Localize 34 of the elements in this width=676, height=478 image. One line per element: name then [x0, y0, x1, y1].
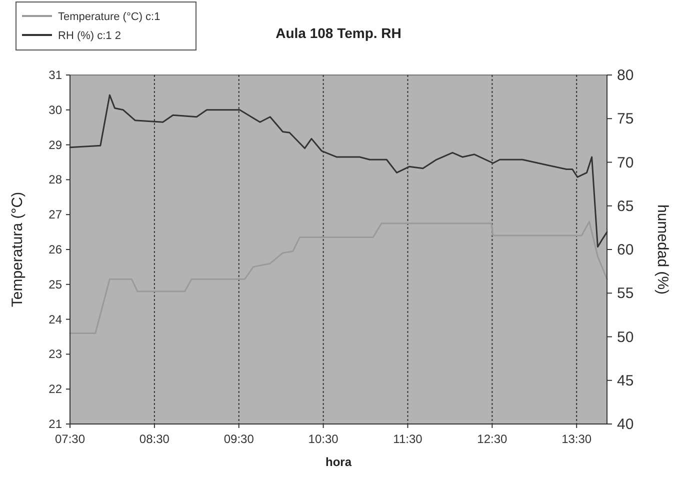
- x-tick-label: 09:30: [224, 432, 254, 446]
- y-tick-label: 30: [48, 102, 62, 117]
- y-tick-label: 27: [48, 208, 62, 222]
- y-tick-label: 29: [48, 138, 62, 152]
- y2-tick-label: 75: [617, 110, 634, 128]
- legend-label: RH (%) c:1 2: [58, 30, 121, 42]
- y2-axis-title: humedad (%): [654, 204, 671, 295]
- y2-tick-label: 80: [617, 67, 634, 84]
- x-tick-label: 12:30: [477, 432, 508, 446]
- x-tick-label: 10:30: [308, 432, 339, 446]
- x-tick-label: 11:30: [393, 432, 423, 446]
- x-tick-label: 08:30: [139, 432, 170, 446]
- y-axis-title: Temperatura (°C): [9, 192, 26, 308]
- y2-tick-label: 50: [617, 328, 634, 346]
- line-series: [69, 220, 608, 334]
- legend-label: Temperature (°C) c:1: [58, 11, 160, 23]
- y2-tick-label: 70: [617, 154, 634, 172]
- y-tick-label: 23: [48, 347, 62, 362]
- x-tick-label: 13:30: [562, 432, 592, 446]
- y2-tick-label: 40: [617, 416, 634, 433]
- y2-tick-label: 45: [617, 372, 634, 390]
- y2-tick-label: 55: [617, 285, 634, 302]
- y-tick-label: 24: [48, 312, 62, 326]
- y-tick-label: 22: [48, 382, 62, 396]
- y2-tick-label: 60: [617, 242, 634, 258]
- y-tick-label: 28: [48, 172, 62, 187]
- x-tick-label: 07:30: [54, 432, 86, 446]
- y-tick-label: 25: [48, 277, 62, 292]
- y-tick-label: 26: [48, 242, 62, 256]
- y-tick-label: 21: [48, 417, 62, 431]
- chart-title: Aula 108 Temp. RH: [276, 25, 402, 41]
- y2-tick-label: 65: [617, 198, 634, 215]
- x-axis-title: hora: [325, 455, 352, 469]
- y-tick-label: 31: [48, 68, 62, 82]
